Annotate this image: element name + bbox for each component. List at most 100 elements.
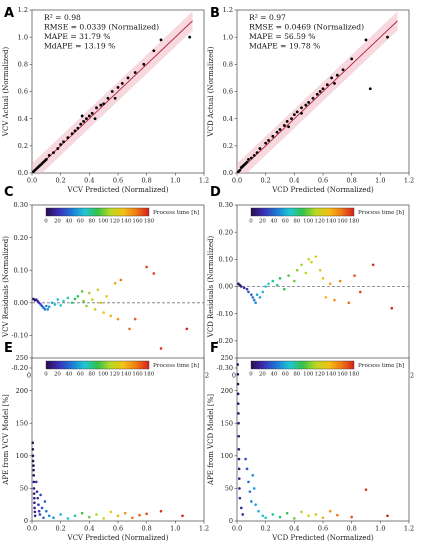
data-point [76, 294, 80, 298]
colorbar-tick-label: 20 [54, 219, 61, 225]
x-tick-label: 0.2 [260, 177, 270, 185]
data-point [245, 160, 249, 164]
data-point [335, 73, 339, 77]
y-tick-label: 0.10 [219, 256, 233, 264]
panel-e: 0.0 0.2 0.4 0.6 0.8 1.0 1.2050100150200250VCV … [2, 341, 209, 542]
y-axis-label: VCV Residuals (Normalized) [2, 236, 10, 338]
data-point [307, 100, 311, 104]
data-point [386, 35, 389, 39]
data-point [80, 114, 84, 118]
colorbar-label: Process time [h] [153, 210, 199, 216]
y-tick-label: 0.8 [18, 61, 28, 69]
data-point [333, 298, 336, 302]
data-point [252, 153, 256, 157]
data-point [62, 140, 65, 144]
colorbar-tick-label: 60 [77, 219, 84, 225]
colorbar-tick-label: 140 [326, 372, 337, 378]
colorbar-tick-label: 0 [44, 219, 48, 225]
data-point [285, 119, 289, 123]
data-point [238, 496, 242, 500]
y-tick-label: 1.0 [18, 33, 28, 41]
data-point [159, 347, 163, 350]
data-point [287, 125, 290, 129]
x-tick-label: 0.4 [289, 177, 299, 185]
data-point [257, 509, 260, 513]
data-point [237, 421, 240, 425]
data-point [333, 81, 336, 85]
data-point [371, 263, 375, 267]
data-point [247, 480, 250, 484]
data-point [238, 487, 241, 490]
y-tick-label: 0.2 [223, 142, 233, 150]
colorbar-tick-label: 100 [303, 219, 314, 225]
colorbar-tick-label: 80 [293, 219, 300, 225]
data-point [131, 516, 134, 520]
colorbar-tick-label: 160 [337, 372, 348, 378]
data-point [237, 467, 241, 471]
colorbar-tick-label: 80 [88, 219, 95, 225]
data-point [238, 168, 242, 172]
data-point [85, 304, 88, 308]
data-point [43, 500, 47, 503]
data-point [47, 514, 51, 518]
data-point [45, 304, 48, 308]
data-point [79, 122, 83, 126]
colorbar-tick-label: 0 [249, 219, 253, 225]
colorbar [45, 360, 150, 370]
plot-frame [236, 357, 410, 522]
data-point [358, 290, 362, 294]
data-point [315, 92, 319, 96]
data-point [364, 488, 368, 492]
panel-letter: D [210, 185, 221, 200]
y-tick-label: 1.2 [18, 6, 28, 14]
data-point [32, 496, 36, 500]
stat-line: R² = 0.97 [249, 13, 286, 22]
y-tick-label: 0.20 [219, 228, 233, 236]
data-point [99, 301, 103, 305]
data-point [264, 141, 268, 145]
data-point [38, 513, 42, 516]
colorbar-tick-label: 80 [293, 372, 300, 378]
data-point [37, 503, 40, 507]
colorbar-tick-label: 180 [144, 219, 155, 225]
data-point [109, 314, 113, 318]
y-tick-label: 0 [24, 517, 28, 525]
data-point [152, 272, 156, 275]
colorbar-tick-label: 40 [270, 219, 277, 225]
data-point [159, 38, 163, 42]
data-point [31, 441, 35, 445]
data-point [278, 128, 282, 131]
data-point [237, 457, 241, 461]
data-point [90, 111, 94, 115]
data-point [278, 277, 282, 280]
colorbar-tick-label: 60 [77, 372, 84, 378]
data-point [42, 516, 45, 520]
data-point [70, 301, 74, 305]
panel-letter: C [4, 185, 14, 200]
data-point [35, 480, 38, 484]
y-tick-label: 0.2 [18, 142, 28, 150]
x-axis-label: VCD Predicted (Normalized) [271, 186, 374, 194]
colorbar-tick-label: 160 [132, 219, 143, 225]
x-tick-label: 0.6 [318, 525, 328, 533]
data-point [283, 287, 286, 291]
y-tick-label: 150 [16, 419, 28, 427]
data-point [45, 509, 48, 513]
data-point [295, 268, 299, 272]
colorbar-tick-label: 120 [110, 372, 121, 378]
data-point [133, 317, 137, 321]
colorbar-label: Process time [h] [153, 363, 199, 369]
data-point [295, 110, 299, 114]
y-tick-label: 0 [229, 517, 233, 525]
data-point [116, 86, 120, 89]
colorbar-tick-label: 120 [315, 372, 326, 378]
panel-letter: F [210, 341, 219, 356]
data-point [145, 265, 148, 269]
data-point [390, 306, 394, 310]
data-point [99, 103, 103, 107]
colorbar-tick-label: 0 [249, 372, 253, 378]
x-tick-label: 0.4 [84, 525, 94, 533]
data-point [88, 515, 91, 519]
data-point [321, 87, 325, 91]
data-point [46, 308, 50, 311]
